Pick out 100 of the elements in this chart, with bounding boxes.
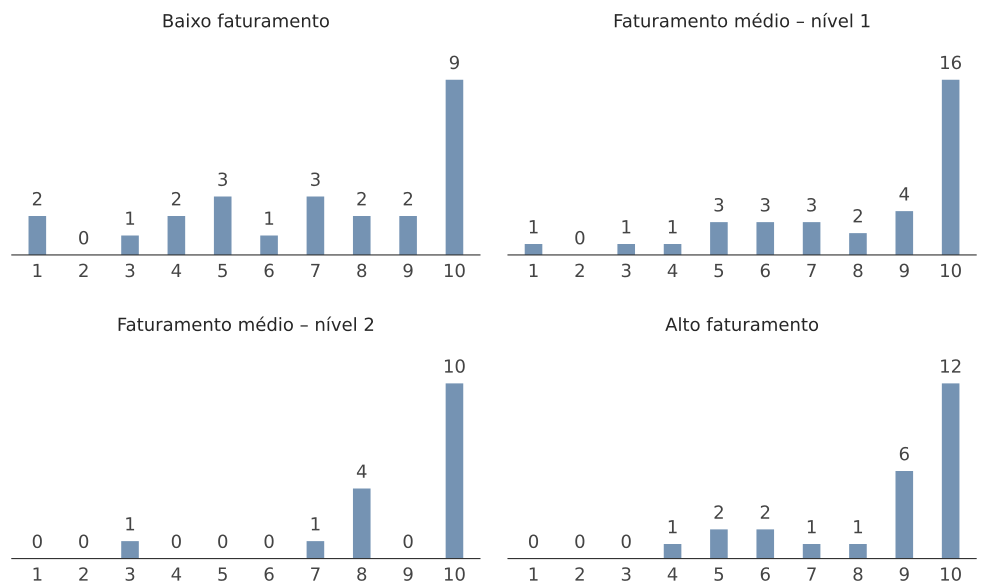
x-tick-label: 7 [311,264,320,278]
data-label: 1 [622,220,630,234]
data-label: 2 [854,208,862,222]
bar [756,222,774,255]
data-label: 12 [941,359,960,373]
bar [214,196,232,255]
x-tick-label: 8 [853,264,862,278]
data-label: 0 [218,534,228,548]
data-label: 1 [126,517,134,530]
bar [756,529,774,559]
bar [260,236,278,255]
bar [849,233,867,255]
data-label: 1 [312,517,320,530]
data-label: 1 [668,220,677,234]
x-tick-label: 9 [403,567,413,581]
x-tick-label: 5 [218,264,227,278]
x-tick-label: 2 [79,567,88,581]
x-tick-label: 5 [218,567,227,581]
bar [664,544,682,559]
bar [942,80,960,255]
x-tick-label: 6 [760,264,770,278]
x-tick-label: 10 [941,567,961,581]
data-label: 0 [172,534,181,548]
bar [710,222,728,255]
chart-title: Baixo faturamento [164,14,329,28]
data-label: 1 [854,520,862,534]
bar [895,470,914,559]
bar [710,529,728,559]
data-label: 2 [404,192,412,206]
x-tick-label: 5 [714,567,724,581]
data-label: 4 [899,187,910,200]
x-tick-label: 9 [900,264,909,278]
data-label: 16 [941,56,961,70]
x-tick-label: 3 [622,264,631,278]
data-label: 1 [530,220,538,234]
x-tick-label: 10 [444,567,465,581]
bar [664,244,682,255]
x-tick-label: 1 [530,264,538,278]
data-label: 3 [311,172,320,186]
data-label: 0 [575,534,584,548]
bar [802,544,820,559]
x-tick-label: 8 [853,567,862,581]
x-tick-label: 6 [264,567,274,581]
data-label: 1 [808,520,816,534]
x-tick-label: 8 [357,264,366,278]
data-label: 10 [444,359,465,373]
data-label: 2 [714,505,723,519]
bar [524,244,542,255]
data-label: 6 [900,446,909,461]
data-label: 2 [357,192,366,206]
x-tick-label: 2 [575,567,584,581]
data-label: 3 [807,198,816,212]
data-label: 1 [668,520,677,534]
data-label: 3 [714,198,724,212]
bar [121,236,139,255]
data-label: 0 [404,534,413,548]
x-tick-label: 3 [622,567,631,581]
x-tick-label: 4 [668,567,678,581]
data-label: 2 [172,192,180,206]
bar [306,196,324,255]
data-label: 3 [760,198,770,212]
data-label: 1 [265,212,274,225]
x-tick-label: 2 [79,264,88,278]
x-tick-label: 4 [172,264,182,278]
chart-title: Faturamento médio – nível 1 [614,12,870,28]
data-label: 0 [528,534,538,548]
x-tick-label: 3 [126,264,134,278]
bar [895,211,914,255]
x-tick-label: 10 [941,264,961,278]
bar [399,216,417,255]
x-tick-label: 1 [34,264,42,278]
data-label: 2 [32,192,42,206]
x-tick-label: 9 [403,264,413,278]
x-tick-label: 1 [34,567,42,581]
bar [849,544,867,559]
x-tick-label: 8 [357,567,366,581]
x-tick-label: 2 [575,264,584,278]
x-tick-label: 4 [172,567,182,581]
data-label: 2 [760,505,770,519]
data-label: 0 [575,230,584,245]
x-tick-label: 7 [311,567,320,581]
x-tick-label: 1 [530,567,538,581]
chart-title: Alto faturamento [665,317,818,332]
x-tick-label: 7 [807,264,816,278]
data-label: 9 [450,56,459,70]
bar [617,244,636,255]
x-tick-label: 4 [668,264,678,278]
data-label: 0 [622,534,631,548]
data-label: 3 [218,172,228,186]
data-label: 0 [264,534,274,548]
x-tick-label: 7 [807,567,816,581]
bar [942,383,960,559]
x-tick-label: 6 [760,567,770,581]
x-tick-label: 3 [126,567,134,581]
bar [446,80,464,255]
x-tick-label: 6 [264,264,274,278]
data-label: 1 [126,212,134,225]
bar [802,222,820,255]
data-label: 4 [356,464,366,478]
bar [28,216,46,255]
